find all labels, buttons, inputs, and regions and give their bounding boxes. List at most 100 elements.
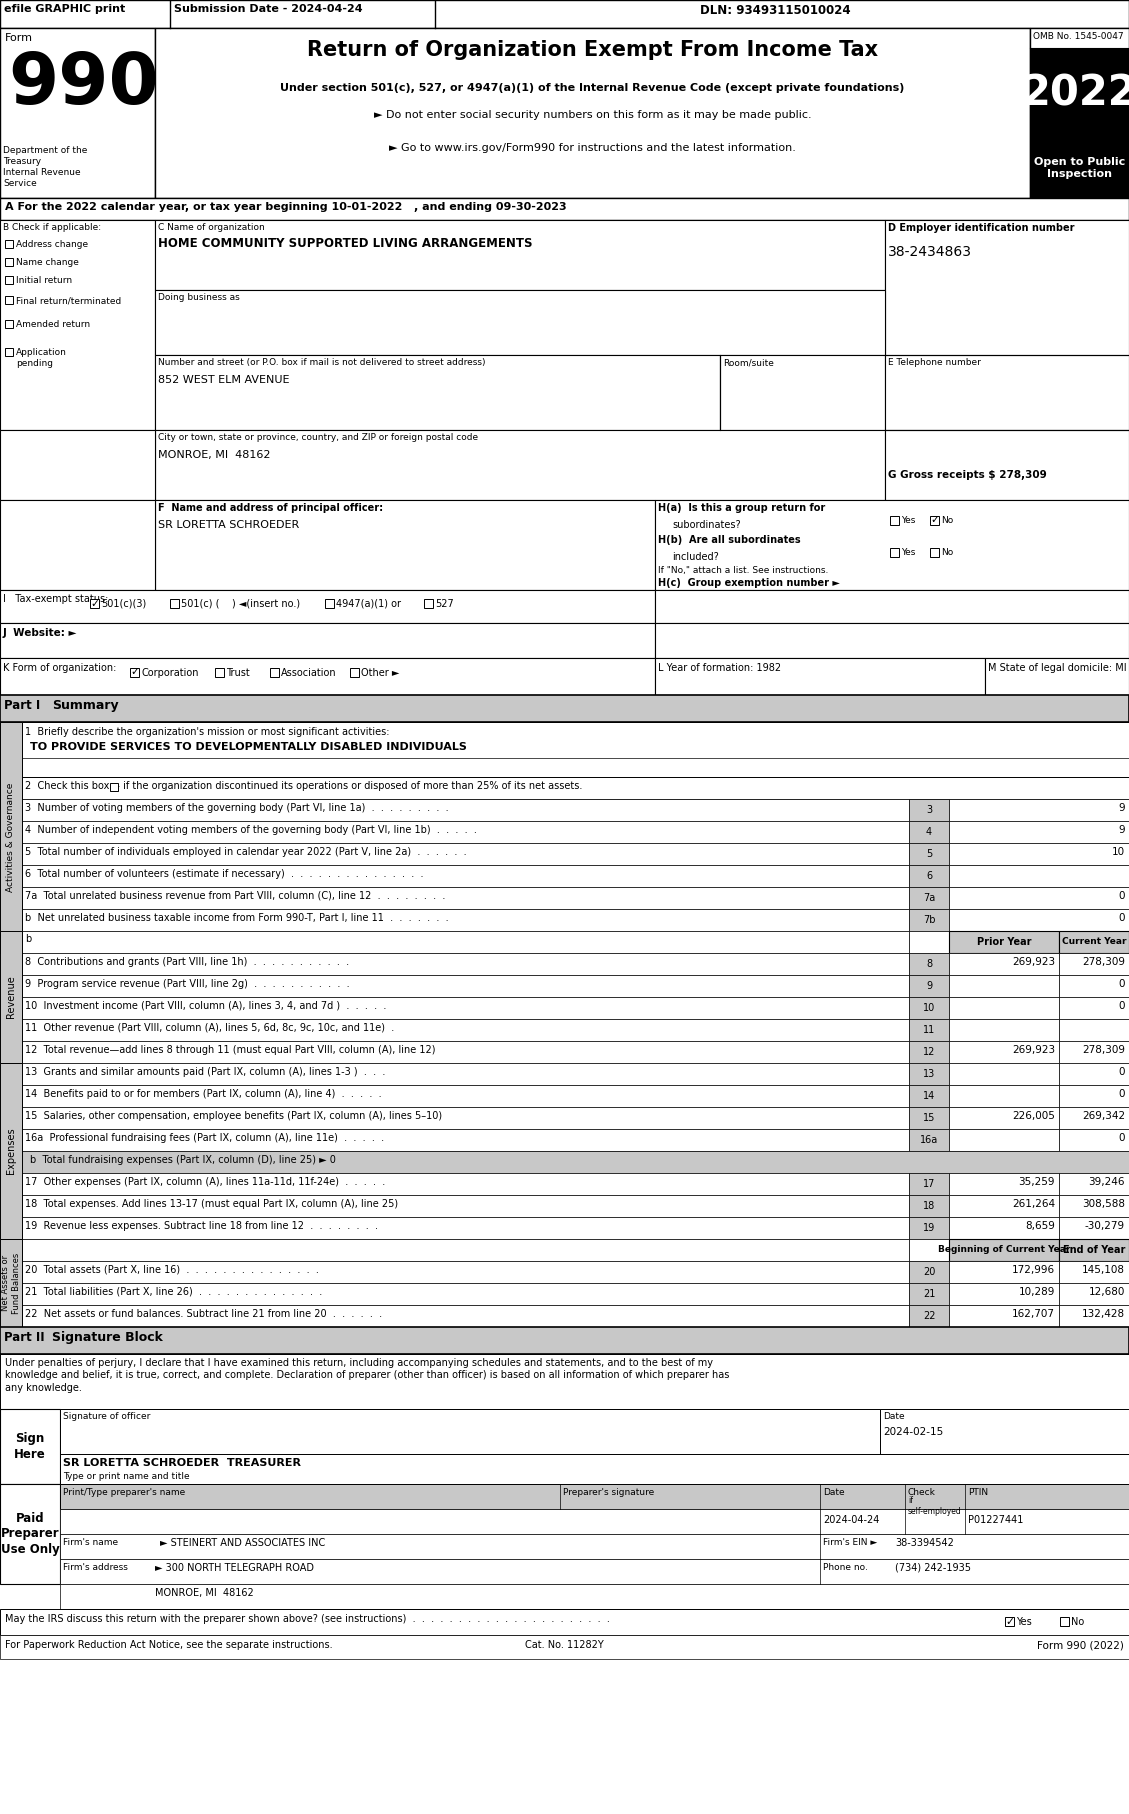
Bar <box>21 974 909 998</box>
Bar <box>909 1128 949 1152</box>
Bar <box>21 952 909 974</box>
Bar <box>0 1063 21 1239</box>
Text: Beginning of Current Year: Beginning of Current Year <box>938 1246 1070 1255</box>
Text: Net Assets or
Fund Balances: Net Assets or Fund Balances <box>1 1252 21 1313</box>
Bar <box>60 1509 1129 1535</box>
Text: 9: 9 <box>1119 825 1124 834</box>
Text: 16a: 16a <box>920 1136 938 1145</box>
Bar <box>0 1328 1129 1353</box>
Text: if
self-employed: if self-employed <box>908 1497 962 1517</box>
Text: 10: 10 <box>922 1003 935 1012</box>
Bar <box>885 219 1129 430</box>
Bar <box>1059 1261 1129 1282</box>
Text: Initial return: Initial return <box>16 276 72 285</box>
Bar <box>0 0 1129 27</box>
Text: subordinates?: subordinates? <box>672 521 741 530</box>
Bar <box>949 1304 1059 1328</box>
Bar <box>885 430 1129 501</box>
Text: Cat. No. 11282Y: Cat. No. 11282Y <box>525 1640 604 1651</box>
Bar <box>909 865 949 887</box>
Bar <box>1059 1239 1129 1261</box>
Text: 9  Program service revenue (Part VIII, line 2g)  .  .  .  .  .  .  .  .  .  .  .: 9 Program service revenue (Part VIII, li… <box>25 980 350 989</box>
Bar <box>21 887 909 909</box>
Text: 5: 5 <box>926 849 933 860</box>
Bar <box>1059 1217 1129 1239</box>
Text: Open to Public
Inspection: Open to Public Inspection <box>1034 156 1126 180</box>
Text: PTIN: PTIN <box>968 1487 988 1497</box>
Text: City or town, state or province, country, and ZIP or foreign postal code: City or town, state or province, country… <box>158 434 478 443</box>
Text: 35,259: 35,259 <box>1018 1177 1054 1186</box>
Text: 2024-04-24: 2024-04-24 <box>823 1515 879 1526</box>
Text: 13: 13 <box>922 1068 935 1079</box>
Text: 12: 12 <box>922 1047 935 1058</box>
Text: Yes: Yes <box>901 515 916 524</box>
Bar <box>350 668 359 677</box>
Bar <box>155 356 720 430</box>
Text: 3: 3 <box>926 805 933 814</box>
Bar <box>909 1041 949 1063</box>
Bar <box>949 1063 1059 1085</box>
Bar <box>655 658 984 695</box>
Text: 10  Investment income (Part VIII, column (A), lines 3, 4, and 7d )  .  .  .  .  : 10 Investment income (Part VIII, column … <box>25 1001 386 1010</box>
Text: Amended return: Amended return <box>16 319 90 328</box>
Text: DLN: 93493115010024: DLN: 93493115010024 <box>700 4 850 16</box>
Text: Yes: Yes <box>1016 1616 1032 1627</box>
Text: A For the 2022 calendar year, or tax year beginning 10-01-2022   , and ending 09: A For the 2022 calendar year, or tax yea… <box>5 201 567 212</box>
Bar <box>909 1261 949 1282</box>
Text: Summary: Summary <box>52 698 119 713</box>
Bar <box>90 599 99 608</box>
Bar <box>21 722 1129 776</box>
Text: 278,309: 278,309 <box>1082 1045 1124 1056</box>
Bar <box>1005 1616 1014 1625</box>
Text: 0: 0 <box>1119 1067 1124 1078</box>
Text: 15: 15 <box>922 1114 935 1123</box>
Text: 18  Total expenses. Add lines 13-17 (must equal Part IX, column (A), line 25): 18 Total expenses. Add lines 13-17 (must… <box>25 1199 399 1208</box>
Bar <box>909 1217 949 1239</box>
Bar <box>21 865 909 887</box>
Text: 16a  Professional fundraising fees (Part IX, column (A), line 11e)  .  .  .  .  : 16a Professional fundraising fees (Part … <box>25 1134 384 1143</box>
Text: Phone no.: Phone no. <box>823 1564 868 1573</box>
Bar <box>155 219 885 290</box>
Text: Under section 501(c), 527, or 4947(a)(1) of the Internal Revenue Code (except pr: Under section 501(c), 527, or 4947(a)(1)… <box>280 83 904 93</box>
Text: 17: 17 <box>922 1179 935 1188</box>
Bar <box>21 1239 909 1261</box>
Bar <box>60 1535 1129 1558</box>
Text: 14  Benefits paid to or for members (Part IX, column (A), line 4)  .  .  .  .  .: 14 Benefits paid to or for members (Part… <box>25 1088 382 1099</box>
Text: Expenses: Expenses <box>6 1128 16 1174</box>
Bar <box>0 1353 1129 1409</box>
Text: 8: 8 <box>926 960 933 969</box>
Bar <box>949 1174 1059 1195</box>
Text: If "No," attach a list. See instructions.: If "No," attach a list. See instructions… <box>658 566 829 575</box>
Text: 7a: 7a <box>922 892 935 903</box>
Text: ► Go to www.irs.gov/Form990 for instructions and the latest information.: ► Go to www.irs.gov/Form990 for instruct… <box>390 143 796 152</box>
Bar <box>21 1041 909 1063</box>
Bar <box>0 219 155 430</box>
Text: Form 990 (2022): Form 990 (2022) <box>1038 1640 1124 1651</box>
Text: B Check if applicable:: B Check if applicable: <box>3 223 102 232</box>
Bar <box>0 1409 60 1484</box>
Text: SR LORETTA SCHROEDER: SR LORETTA SCHROEDER <box>158 521 299 530</box>
Text: 12  Total revenue—add lines 8 through 11 (must equal Part VIII, column (A), line: 12 Total revenue—add lines 8 through 11 … <box>25 1045 436 1056</box>
Text: ► STEINERT AND ASSOCIATES INC: ► STEINERT AND ASSOCIATES INC <box>160 1538 325 1547</box>
Bar <box>655 590 1129 622</box>
Text: Corporation: Corporation <box>141 668 199 678</box>
Bar <box>21 822 909 844</box>
Bar <box>21 1107 909 1128</box>
Bar <box>1030 138 1129 198</box>
Bar <box>155 27 1030 198</box>
Text: b  Net unrelated business taxable income from Form 990-T, Part I, line 11  .  . : b Net unrelated business taxable income … <box>25 912 448 923</box>
Bar <box>5 239 14 249</box>
Text: 527: 527 <box>435 599 454 610</box>
Text: SR LORETTA SCHROEDER  TREASURER: SR LORETTA SCHROEDER TREASURER <box>63 1458 301 1468</box>
Bar <box>21 1195 909 1217</box>
Bar <box>0 722 21 776</box>
Bar <box>0 695 1129 722</box>
Text: 852 WEST ELM AVENUE: 852 WEST ELM AVENUE <box>158 375 289 385</box>
Bar <box>890 548 899 557</box>
Bar <box>0 198 1129 219</box>
Bar <box>930 548 939 557</box>
Text: 4: 4 <box>926 827 933 836</box>
Bar <box>0 931 21 1063</box>
Text: 0: 0 <box>1119 1134 1124 1143</box>
Text: 22  Net assets or fund balances. Subtract line 21 from line 20  .  .  .  .  .  .: 22 Net assets or fund balances. Subtract… <box>25 1310 382 1319</box>
